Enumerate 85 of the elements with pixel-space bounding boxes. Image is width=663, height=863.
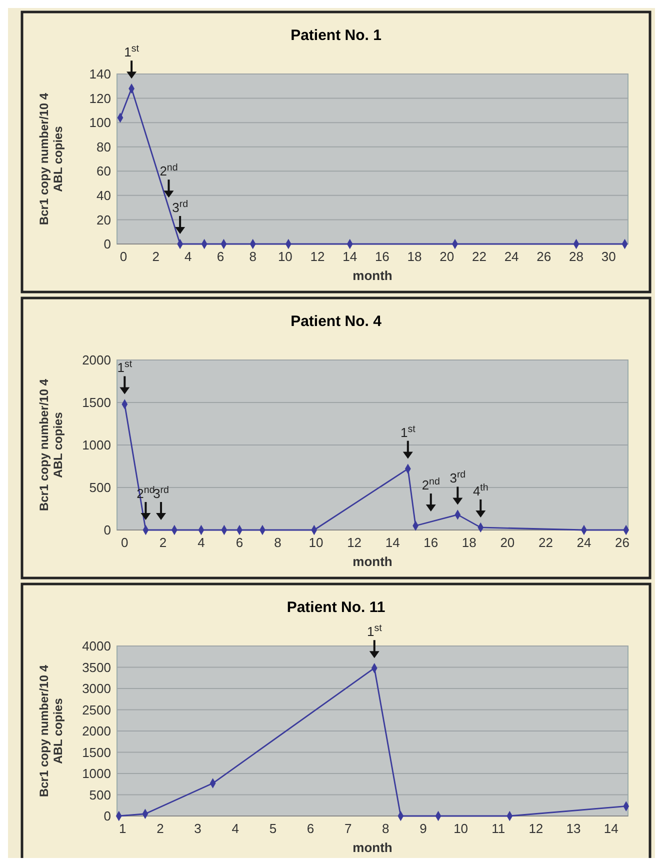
y-tick-label: 2000 bbox=[82, 724, 111, 739]
x-tick-label: 8 bbox=[249, 249, 256, 264]
x-tick-label: 1 bbox=[119, 821, 126, 836]
annotation: 2$^{nd}$ bbox=[160, 162, 178, 179]
x-tick-label: 22 bbox=[472, 249, 486, 264]
y-tick-label: 0 bbox=[104, 808, 111, 824]
annotation: 1$^{st}$ bbox=[366, 622, 382, 640]
x-axis-title: month bbox=[352, 840, 392, 855]
y-tick-label: 4000 bbox=[82, 638, 111, 654]
x-tick-label: 0 bbox=[121, 535, 128, 550]
x-tick-label: 6 bbox=[306, 821, 314, 836]
y-tick-label: 40 bbox=[96, 188, 111, 203]
chart-title: Patient No. 11 bbox=[286, 599, 386, 616]
x-tick-label: 5 bbox=[269, 821, 277, 836]
y-tick-label: 120 bbox=[89, 90, 111, 106]
x-tick-label: 18 bbox=[462, 535, 476, 550]
y-tick-label: 2500 bbox=[82, 702, 111, 718]
x-tick-label: 26 bbox=[615, 535, 630, 550]
x-tick-label: 11 bbox=[492, 821, 506, 836]
y-tick-label: 0 bbox=[104, 236, 111, 252]
x-axis-title: month bbox=[352, 268, 392, 283]
x-tick-label: 24 bbox=[504, 249, 519, 264]
x-tick-label: 2 bbox=[156, 821, 164, 836]
y-tick-label: 1000 bbox=[82, 766, 111, 782]
x-tick-label: 18 bbox=[407, 249, 422, 264]
y-tick-label: 1500 bbox=[82, 395, 111, 410]
y-tick-label: 3500 bbox=[82, 660, 111, 675]
x-tick-label: 3 bbox=[194, 821, 202, 836]
x-tick-label: 10 bbox=[278, 249, 292, 264]
x-tick-label: 14 bbox=[604, 821, 618, 836]
y-tick-label: 1500 bbox=[82, 744, 111, 760]
y-axis-title: Bcr1 copy number/10 4 ABL copies bbox=[37, 92, 65, 226]
x-tick-label: 9 bbox=[420, 821, 427, 836]
x-tick-label: 20 bbox=[500, 535, 515, 550]
x-tick-label: 12 bbox=[528, 821, 544, 836]
y-tick-label: 500 bbox=[89, 787, 111, 802]
y-tick-label: 500 bbox=[89, 480, 111, 496]
chart-title: Patient No. 4 bbox=[290, 313, 382, 330]
x-axis-title: month bbox=[352, 554, 392, 569]
x-tick-label: 16 bbox=[424, 535, 438, 550]
x-tick-label: 26 bbox=[536, 249, 552, 264]
annotation: 3$^{rd}$ bbox=[153, 484, 169, 501]
x-tick-label: 8 bbox=[382, 821, 390, 836]
x-tick-label: 14 bbox=[342, 249, 358, 264]
chart-title: Patient No. 1 bbox=[290, 27, 382, 44]
y-tick-label: 60 bbox=[96, 164, 111, 179]
x-tick-label: 6 bbox=[216, 249, 224, 264]
y-tick-label: 100 bbox=[89, 115, 111, 130]
x-tick-label: 20 bbox=[440, 249, 454, 264]
x-tick-label: 2 bbox=[159, 535, 167, 550]
x-tick-label: 30 bbox=[601, 249, 616, 264]
y-tick-label: 2000 bbox=[82, 352, 111, 368]
x-tick-label: 7 bbox=[344, 821, 352, 836]
y-axis-title: Bcr1 copy number/10 4 ABL copies bbox=[37, 378, 65, 512]
x-tick-label: 10 bbox=[454, 821, 468, 836]
annotation: 1$^{st}$ bbox=[400, 423, 416, 440]
annotation: 3$^{rd}$ bbox=[172, 198, 188, 215]
annotation: 3$^{rd}$ bbox=[450, 469, 466, 486]
annotation: 1$^{st}$ bbox=[124, 43, 140, 60]
x-tick-label: 16 bbox=[374, 249, 390, 264]
x-tick-label: 6 bbox=[236, 535, 244, 550]
y-tick-label: 20 bbox=[96, 212, 111, 228]
x-tick-label: 13 bbox=[566, 821, 581, 836]
y-axis-title: Bcr1 copy number/10 4 ABL copies bbox=[37, 664, 65, 798]
x-tick-label: 4 bbox=[198, 535, 205, 550]
x-tick-label: 14 bbox=[385, 535, 400, 550]
annotation: 1$^{st}$ bbox=[117, 358, 132, 376]
x-tick-label: 10 bbox=[308, 535, 324, 550]
x-tick-label: 2 bbox=[152, 249, 160, 264]
x-tick-label: 24 bbox=[576, 535, 592, 550]
x-tick-label: 12 bbox=[310, 249, 325, 264]
x-tick-label: 22 bbox=[538, 535, 553, 550]
x-tick-label: 12 bbox=[347, 535, 362, 550]
y-tick-label: 3000 bbox=[82, 681, 111, 696]
annotation: 4$^{th}$ bbox=[472, 482, 488, 498]
y-tick-label: 140 bbox=[89, 66, 111, 82]
x-tick-label: 28 bbox=[569, 249, 584, 264]
x-tick-label: 0 bbox=[120, 249, 128, 264]
y-tick-label: 0 bbox=[104, 522, 111, 538]
y-tick-label: 1000 bbox=[82, 438, 111, 453]
annotation: 2$^{nd}$ bbox=[422, 476, 440, 492]
x-tick-label: 8 bbox=[274, 535, 282, 550]
x-tick-label: 4 bbox=[232, 821, 239, 836]
y-tick-label: 80 bbox=[96, 139, 111, 154]
x-tick-label: 4 bbox=[184, 249, 192, 264]
